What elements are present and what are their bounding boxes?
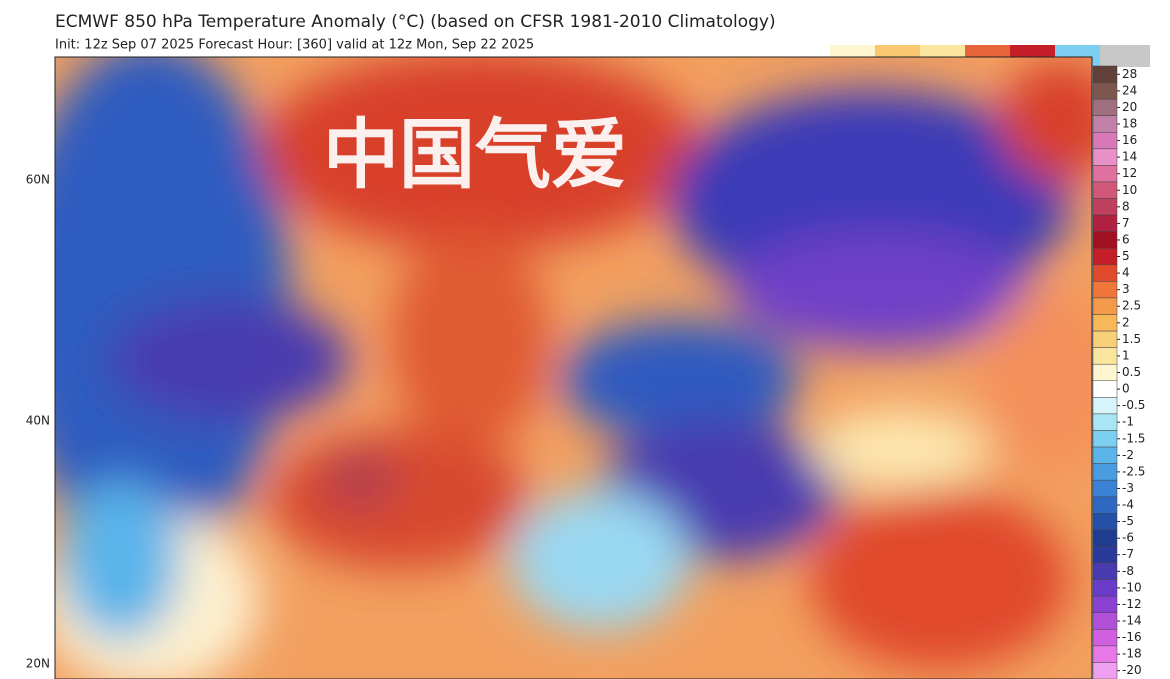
colorbar-label: 6	[1122, 232, 1130, 246]
colorbar-swatch	[1092, 612, 1118, 630]
colorbar-label: -4	[1122, 498, 1134, 512]
colorbar-label: 16	[1122, 133, 1137, 147]
colorbar-label: -8	[1122, 564, 1134, 578]
colorbar-label: -2	[1122, 448, 1134, 462]
latitude-label: 20N	[26, 657, 50, 671]
colorbar-swatch	[1092, 281, 1118, 299]
colorbar-swatch	[1092, 165, 1118, 183]
colorbar-swatch	[1092, 115, 1118, 133]
colorbar-swatch	[1092, 330, 1118, 348]
colorbar-label: 10	[1122, 183, 1137, 197]
subtitle: Init: 12z Sep 07 2025 Forecast Hour: [36…	[55, 38, 534, 53]
colorbar-label: 2	[1122, 315, 1130, 329]
colorbar-label: 20	[1122, 100, 1137, 114]
colorbar-label: 14	[1122, 150, 1137, 164]
colorbar-label: -20	[1122, 663, 1142, 677]
latitude-label: 40N	[26, 414, 50, 428]
colorbar-swatch	[1092, 297, 1118, 315]
colorbar-label: 5	[1122, 249, 1130, 263]
colorbar-swatch	[1092, 397, 1118, 415]
colorbar-swatch	[1092, 231, 1118, 249]
colorbar-label: -12	[1122, 597, 1142, 611]
colorbar-swatch	[1092, 363, 1118, 382]
colorbar-label: 1	[1122, 348, 1130, 362]
colorbar-swatch	[1092, 98, 1118, 116]
colorbar-label: 0	[1122, 382, 1130, 396]
watermark: 中国气爱	[323, 110, 627, 199]
colorbar-swatch	[1092, 579, 1118, 597]
colorbar-label: -6	[1122, 531, 1134, 545]
colorbar-label: -2.5	[1122, 464, 1145, 478]
title: ECMWF 850 hPa Temperature Anomaly (°C) (…	[55, 12, 776, 32]
colorbar-swatch	[1092, 645, 1118, 663]
colorbar-label: 8	[1122, 199, 1130, 213]
colorbar-swatch	[1092, 629, 1118, 647]
colorbar-label: 0.5	[1122, 365, 1141, 379]
colorbar-label: 1.5	[1122, 332, 1141, 346]
colorbar-label: 3	[1122, 282, 1130, 296]
colorbar-swatch	[1092, 446, 1118, 464]
map-frame	[54, 56, 1093, 679]
colorbar-label: 4	[1122, 266, 1130, 280]
colorbar-swatch	[1092, 479, 1118, 498]
colorbar-label: -16	[1122, 630, 1142, 644]
map: 中国气爱	[55, 57, 1092, 679]
colorbar-swatch	[1092, 380, 1118, 398]
colorbar-swatch	[1092, 264, 1118, 282]
colorbar-label: -10	[1122, 580, 1142, 594]
colorbar-label: 28	[1122, 67, 1137, 81]
colorbar-swatch	[1092, 198, 1118, 216]
colorbar-swatch	[1092, 347, 1118, 365]
colorbar-swatch	[1092, 546, 1118, 564]
colorbar-swatch	[1092, 314, 1118, 332]
colorbar-label: -1.5	[1122, 431, 1145, 445]
colorbar-label: 7	[1122, 216, 1130, 230]
colorbar-label: -7	[1122, 547, 1134, 561]
colorbar-swatch	[1092, 662, 1118, 679]
colorbar-swatch	[1092, 463, 1118, 481]
colorbar-swatch	[1092, 413, 1118, 431]
colorbar-label: 12	[1122, 166, 1137, 180]
colorbar-swatch	[1092, 148, 1118, 166]
colorbar-swatch	[1092, 247, 1118, 266]
colorbar: 28 24 20 18 16 14 12 10 8 7 6 5 4 3 2.5 2 1.5 1 0.5 0 -0.5 -1…	[1092, 65, 1145, 679]
colorbar-label: -5	[1122, 514, 1134, 528]
colorbar-label: 2.5	[1122, 299, 1141, 313]
colorbar-swatch	[1092, 65, 1118, 83]
colorbar-swatch	[1092, 132, 1118, 150]
colorbar-label: 18	[1122, 116, 1137, 130]
colorbar-swatch	[1092, 82, 1118, 100]
colorbar-label: -14	[1122, 614, 1142, 628]
colorbar-label: -3	[1122, 481, 1134, 495]
colorbar-label: -1	[1122, 415, 1134, 429]
colorbar-swatch	[1092, 496, 1118, 514]
colorbar-swatch	[1092, 181, 1118, 199]
colorbar-swatch	[1092, 430, 1118, 448]
colorbar-swatch	[1092, 595, 1118, 613]
colorbar-label: -18	[1122, 647, 1142, 661]
colorbar-swatch	[1092, 513, 1118, 531]
latitude-label: 60N	[26, 173, 50, 187]
colorbar-swatch	[1092, 562, 1118, 580]
colorbar-label: -0.5	[1122, 398, 1145, 412]
colorbar-swatch	[1092, 529, 1118, 547]
colorbar-label: 24	[1122, 83, 1137, 97]
colorbar-swatch	[1092, 214, 1118, 232]
